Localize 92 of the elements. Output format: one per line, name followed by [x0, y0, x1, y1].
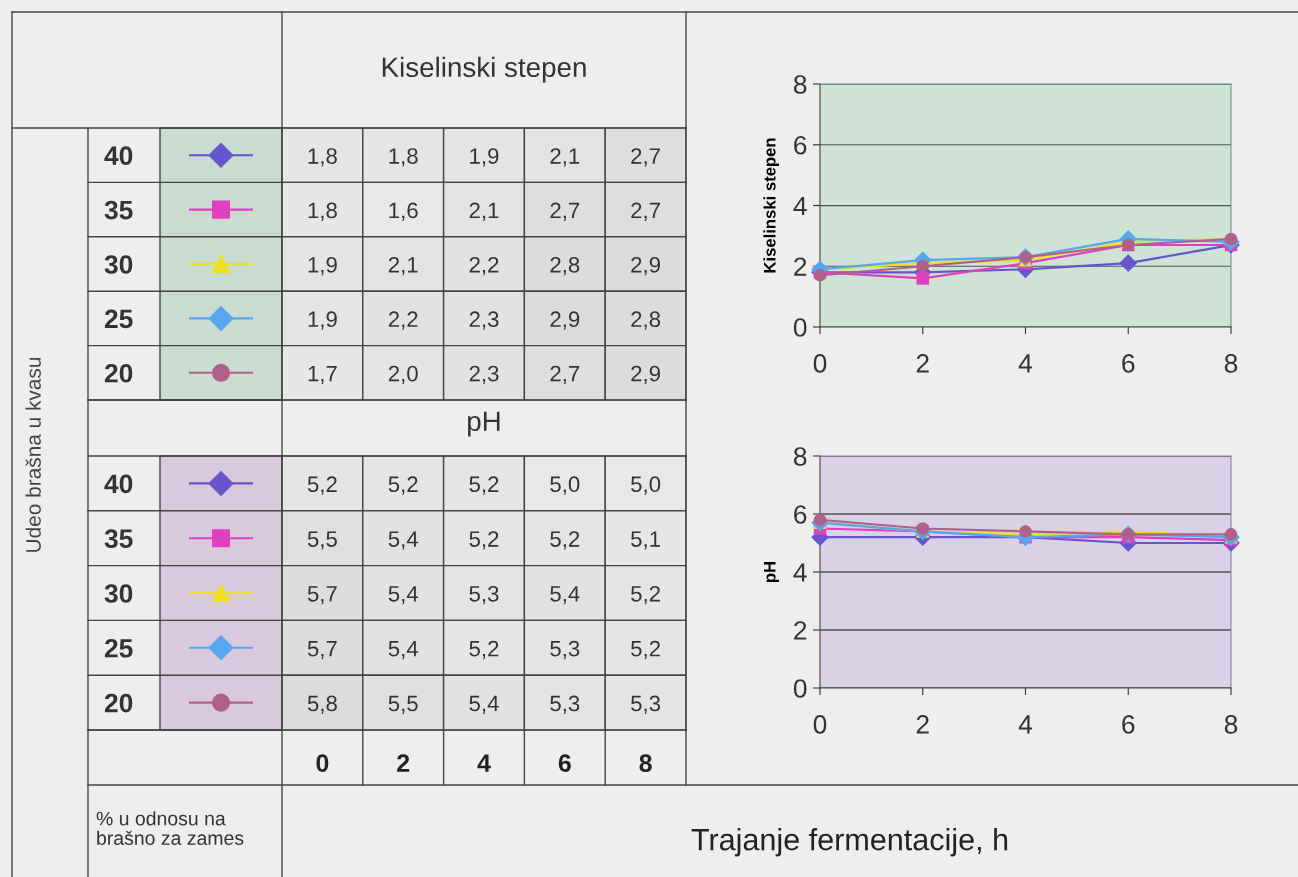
data-label: 2,8: [550, 256, 580, 276]
data-label: 5,7: [307, 586, 337, 605]
data-label: 2,0: [388, 365, 418, 385]
y-tick-label: 35: [104, 200, 133, 220]
x-tick-label: 4: [1018, 354, 1033, 373]
y-axis-title: Udeo brašna u kvasu: [25, 357, 41, 552]
data-label: 5,2: [469, 531, 499, 550]
data-label: 5,0: [631, 476, 661, 495]
data-label: 5,0: [550, 476, 580, 495]
x-tick-label: 4: [1018, 715, 1033, 734]
data-label: 1,7: [308, 365, 337, 385]
data-label: 2,2: [388, 311, 418, 330]
x-tick-label: 0: [813, 715, 827, 734]
x-tick-label: 8: [1224, 354, 1238, 373]
y-axis-title: Kiselinski stepen: [763, 138, 779, 273]
data-label: 1,8: [308, 148, 337, 167]
chart-title: pH: [468, 411, 500, 437]
y-tick-label: 8: [793, 75, 807, 94]
y-tick-label: 6: [794, 135, 807, 155]
data-label: 5,3: [631, 695, 661, 714]
data-label: 5,4: [550, 586, 580, 605]
data-label: 5,2: [469, 640, 499, 660]
data-label: 1,8: [389, 148, 418, 167]
y-tick-label: 0: [793, 679, 807, 698]
data-label: 5,4: [388, 586, 418, 605]
y-tick-label: 40: [104, 146, 133, 166]
chart-title: Kiselinski stepen: [382, 56, 586, 83]
data-label: 2,2: [469, 256, 499, 276]
data-label: 2,9: [550, 311, 580, 330]
data-label: 5,3: [550, 640, 580, 660]
y-tick-label: 30: [104, 255, 133, 274]
data-label: 5,5: [388, 695, 418, 714]
data-label: 5,8: [307, 695, 337, 714]
y-tick-label: 40: [104, 474, 133, 494]
data-label: 1,6: [389, 202, 418, 221]
data-label: 5,5: [307, 531, 337, 550]
y-tick-label: 20: [104, 363, 133, 383]
data-label: 5,1: [631, 531, 660, 550]
data-label: 2,1: [550, 148, 580, 167]
x-tick-label: 6: [558, 754, 571, 772]
y-tick-label: 20: [104, 693, 133, 713]
x-tick-label: 4: [477, 754, 491, 772]
data-label: 1,9: [308, 311, 337, 330]
x-tick-label: 2: [916, 354, 929, 373]
data-label: 5,7: [307, 641, 337, 660]
data-label: 2,9: [631, 256, 660, 276]
data-label: 5,2: [307, 476, 337, 495]
y-tick-label: 0: [793, 318, 807, 337]
data-label: 2,8: [631, 311, 661, 330]
x-tick-label: 2: [916, 715, 929, 734]
data-label: 2,7: [550, 202, 580, 221]
data-label: 2,3: [469, 365, 499, 385]
y-tick-label: 2: [794, 621, 807, 640]
x-tick-label: 2: [397, 754, 410, 772]
data-label: 2,1: [388, 256, 418, 276]
y-tick-label: 2: [794, 257, 807, 276]
data-label: 1,9: [470, 148, 499, 167]
y-axis-title: pH: [764, 562, 779, 583]
y-tick-label: 25: [104, 638, 133, 658]
y-tick-label: 8: [793, 447, 807, 466]
data-label: 5,2: [631, 585, 660, 605]
y-tick-label: 4: [793, 196, 807, 216]
data-label: 2,3: [469, 311, 499, 330]
x-tick-label: 0: [813, 354, 827, 373]
y-tick-label: 35: [104, 529, 133, 549]
data-label: 5,4: [388, 531, 418, 550]
data-label: 5,2: [550, 531, 580, 550]
x-tick-label: 6: [1122, 354, 1135, 373]
data-label: 1,8: [308, 202, 337, 221]
data-label: 5,2: [631, 640, 660, 660]
y-tick-label: 30: [104, 584, 133, 603]
data-label: 2,1: [469, 202, 499, 221]
text: % u odnosu na brašno za zames: [96, 811, 244, 845]
y-tick-label: 6: [794, 505, 807, 524]
data-label: 5,3: [469, 585, 499, 605]
data-label: 5,2: [469, 476, 499, 495]
data-label: 5,4: [388, 641, 418, 660]
data-label: 2,7: [550, 365, 580, 385]
data-label: 5,2: [388, 476, 418, 495]
data-label: 2,9: [631, 365, 660, 385]
x-tick-label: 6: [1122, 715, 1135, 734]
data-label: 1,9: [308, 256, 337, 276]
y-tick-label: 25: [104, 309, 133, 329]
data-label: 2,7: [631, 202, 660, 221]
x-axis-title: Trajanje fermentacije, h: [691, 828, 1008, 857]
data-label: 5,4: [469, 695, 499, 714]
x-tick-label: 8: [639, 754, 652, 772]
x-tick-label: 0: [316, 754, 329, 772]
x-tick-label: 8: [1224, 715, 1238, 734]
data-label: 2,7: [631, 148, 660, 167]
data-label: 5,3: [550, 695, 580, 714]
y-tick-label: 4: [793, 563, 807, 582]
